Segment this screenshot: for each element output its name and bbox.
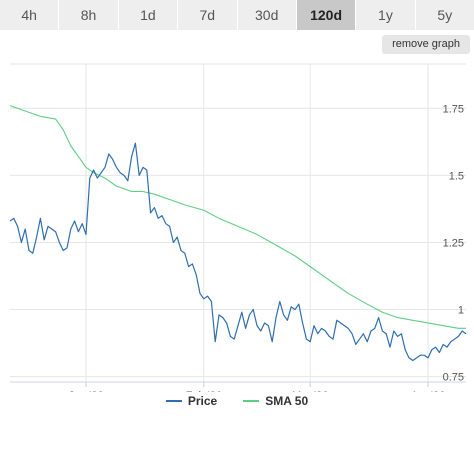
tab-5y[interactable]: 5y: [415, 0, 474, 30]
tab-7d[interactable]: 7d: [178, 0, 238, 30]
x-tick-label: Apr '26: [411, 390, 446, 392]
tab-8h[interactable]: 8h: [59, 0, 119, 30]
series-line-sma-50: [9, 105, 466, 329]
y-tick-label: 1.25: [443, 237, 464, 249]
tab-1d[interactable]: 1d: [118, 0, 179, 30]
tab-30d[interactable]: 30d: [237, 0, 297, 30]
y-tick-label: 1.75: [443, 103, 464, 115]
x-tick-label: Mar '26: [292, 390, 328, 392]
legend-swatch: [165, 400, 182, 402]
tab-4h[interactable]: 4h: [0, 0, 60, 30]
chart-series: [9, 105, 467, 362]
y-tick-label: 1: [458, 305, 464, 317]
legend-item-sma-50[interactable]: SMA 50: [243, 392, 308, 410]
timeframe-tabs: 4h 8h 1d 7d 30d 120d 1y 5y: [0, 0, 474, 30]
y-tick-label: 0.75: [443, 372, 464, 384]
y-tick-label: 1.5: [449, 170, 464, 182]
legend-item-price[interactable]: Price: [165, 392, 218, 410]
x-tick-label: Feb '26: [186, 390, 222, 392]
legend-label: Price: [187, 394, 218, 408]
chart-legend: Price SMA 50: [0, 392, 474, 410]
chart-grid: [10, 63, 466, 382]
legend-label: SMA 50: [265, 394, 309, 408]
chart-axes: 0.75 1 1.25 1.5 1.75 Jan '26 Feb '26 Mar '26 Apr…: [10, 103, 466, 392]
tab-1y[interactable]: 1y: [356, 0, 416, 30]
tab-120d[interactable]: 120d: [296, 0, 357, 30]
remove-graph-button[interactable]: remove graph: [382, 35, 470, 54]
price-chart: 0.75 1 1.25 1.5 1.75 Jan '26 Feb '26 Mar '26 Apr…: [9, 63, 467, 392]
x-tick-label: Jan '26: [68, 390, 103, 392]
series-line-price: [9, 142, 467, 362]
legend-swatch: [243, 400, 260, 402]
